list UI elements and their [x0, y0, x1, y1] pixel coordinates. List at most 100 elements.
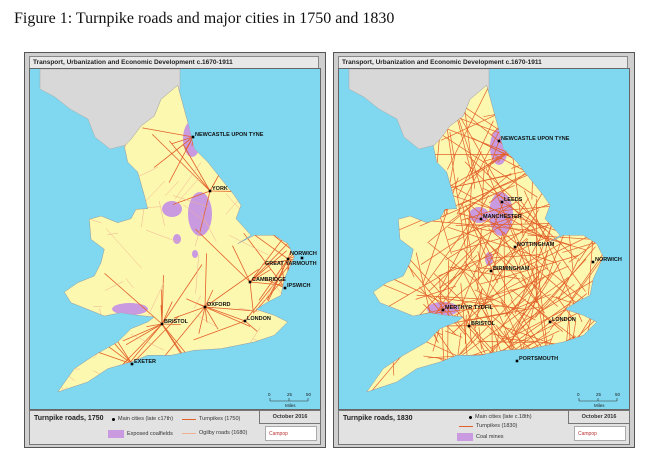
city-label: NOTTINGHAM [517, 242, 555, 248]
turnpike-road [503, 231, 506, 304]
turnpike-road [428, 242, 477, 282]
turnpike-road [550, 85, 565, 185]
ogilby-road [174, 176, 202, 206]
ogilby-road [286, 261, 293, 270]
turnpike-road [258, 258, 289, 301]
ogilby-road [253, 161, 258, 195]
city-label: NEWCASTLE UPON TYNE [501, 136, 570, 142]
ogilby-road [271, 181, 293, 211]
ogilby-road [230, 374, 260, 382]
campop-logo: Campop [265, 426, 317, 441]
ogilby-road [195, 314, 218, 328]
scale-tick-label: 50 [306, 392, 312, 397]
city-label: MANCHESTER [483, 214, 522, 220]
turnpike-road [182, 144, 211, 192]
ogilby-road [260, 337, 289, 366]
turnpike-road [262, 257, 295, 265]
city-marker [191, 135, 195, 139]
turnpike-road [539, 174, 604, 219]
turnpike-road [173, 306, 206, 319]
city-marker [203, 305, 207, 309]
city-marker [441, 308, 445, 312]
coal-mines-swatch-icon [457, 433, 473, 441]
ogilby-road [31, 268, 56, 296]
turnpike-road [447, 200, 559, 241]
turnpike-road [511, 150, 524, 238]
legend-cities: Main cities (late c17th) [118, 416, 174, 422]
turnpike-road [524, 375, 532, 391]
campop-logo: Campop [574, 426, 626, 441]
turnpike-road [159, 306, 206, 363]
turnpike-road [448, 183, 554, 245]
turnpike-road [534, 246, 596, 318]
turnpike-road [445, 212, 524, 261]
city-label: EXETER [134, 359, 156, 365]
turnpike-road [461, 204, 513, 221]
city-label: GREAT YARMOUTH [265, 261, 317, 267]
city-marker [243, 319, 247, 323]
turnpike-road [490, 85, 555, 136]
turnpike-road [468, 151, 482, 179]
ogilby-road [265, 359, 272, 393]
turnpike-road [499, 199, 548, 232]
city-marker [591, 260, 595, 264]
turnpike-road [558, 258, 580, 300]
map-1750[interactable]: NEWCASTLE UPON TYNE YORK NORWICH GREAT YARM… [29, 68, 321, 410]
ogilby-road [228, 234, 269, 256]
city-label: PORTSMOUTH [519, 356, 558, 362]
turnpike-road [477, 251, 483, 267]
city-marker [208, 189, 212, 193]
city-label: MERTHYR TYDFIL [445, 305, 494, 311]
turnpike-road [415, 285, 530, 317]
turnpike-road [464, 260, 501, 316]
turnpike-road [427, 172, 512, 244]
turnpike-road [249, 269, 271, 283]
turnpike-road [366, 323, 400, 354]
coalfield-swatch-icon [108, 430, 124, 438]
turnpike-road [368, 318, 435, 329]
scale-unit: Miles [285, 403, 296, 408]
turnpike-road [504, 85, 578, 106]
city-label: YORK [212, 186, 228, 192]
turnpike-road [524, 190, 583, 323]
turnpike-road [464, 161, 543, 238]
city-label: OXFORD [207, 302, 231, 308]
turnpike-line-icon [182, 418, 196, 420]
turnpike-road [544, 113, 587, 188]
city-label: LEEDS [504, 197, 523, 203]
turnpike-road [198, 306, 206, 334]
ogilby-road [57, 167, 83, 197]
city-marker [300, 256, 304, 260]
coalfield-area [188, 192, 212, 236]
ogilby-road [270, 278, 284, 296]
turnpike-road [131, 363, 139, 393]
city-label: IPSWICH [287, 283, 311, 289]
turnpike-road [302, 257, 318, 258]
ogilby-road [238, 307, 259, 312]
turnpike-road [151, 133, 211, 192]
turnpike-road [465, 182, 473, 269]
turnpike-road [195, 302, 246, 322]
turnpike-road [287, 215, 295, 260]
turnpike-road [513, 242, 562, 271]
turnpike-road [460, 267, 490, 323]
turnpike-road [437, 296, 490, 364]
ogilby-road [57, 226, 73, 256]
legend: Turnpike roads, 1750 Main cities (late c… [29, 410, 321, 445]
scale-tick-label: 0 [268, 392, 271, 397]
turnpike-road [488, 167, 533, 204]
turnpike-road [486, 348, 575, 376]
turnpike-road [562, 234, 604, 253]
map-1830[interactable]: NEWCASTLE UPON TYNE LEEDS MANCHESTER NOTTIN… [338, 68, 630, 410]
city-marker [467, 324, 471, 328]
turnpike-road [192, 85, 211, 138]
city-marker [130, 362, 134, 366]
turnpike-road [125, 323, 163, 346]
turnpike-road [432, 325, 441, 352]
coalfield-area [192, 250, 198, 258]
ogilby-road [164, 180, 179, 197]
ogilby-road [64, 386, 67, 390]
turnpike-road [402, 325, 445, 332]
turnpike-road [153, 136, 194, 168]
ogilby-road [107, 233, 119, 235]
